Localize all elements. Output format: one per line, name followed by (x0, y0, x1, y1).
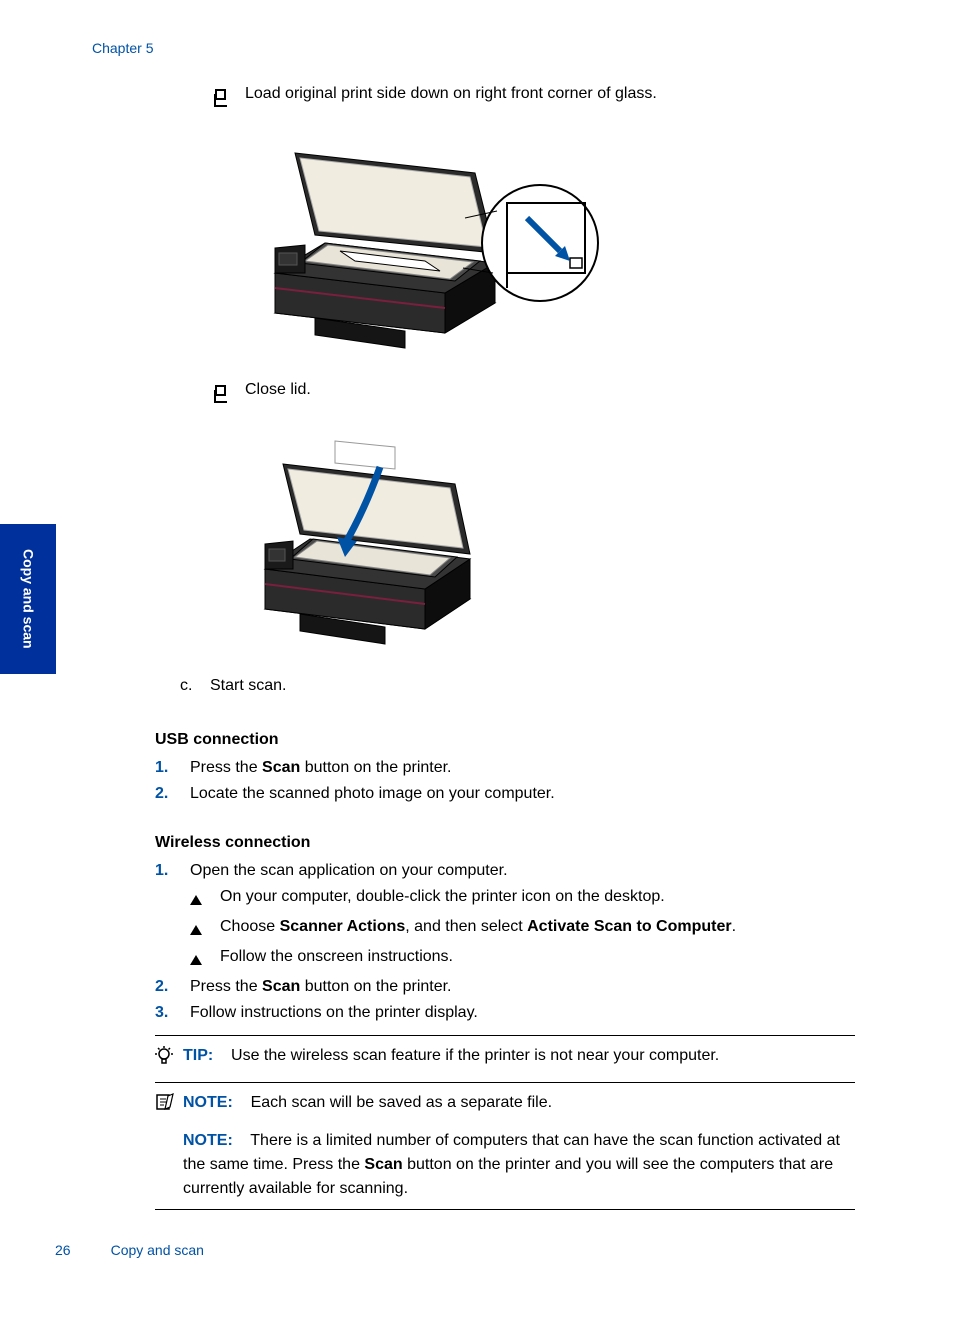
tip-text: Use the wireless scan feature if the pri… (231, 1047, 719, 1064)
page-number: 26 (55, 1240, 71, 1261)
step-text: Locate the scanned photo image on your c… (190, 782, 855, 806)
usb-step-2: 2. Locate the scanned photo image on you… (155, 782, 855, 806)
side-tab-label: Copy and scan (18, 549, 39, 649)
page-content: Load original print side down on right f… (155, 82, 855, 1210)
bullet-close-lid: Close lid. (215, 378, 855, 404)
tip-label: TIP: (183, 1047, 213, 1064)
wireless-sub-c: Follow the onscreen instructions. (190, 945, 855, 973)
page-footer: 26 Copy and scan (55, 1240, 204, 1261)
usb-connection-title: USB connection (155, 728, 855, 752)
wireless-connection-title: Wireless connection (155, 831, 855, 855)
sub-text: On your computer, double-click the print… (220, 885, 665, 909)
wireless-step-2: 2. Press the Scan button on the printer. (155, 975, 855, 999)
side-tab: Copy and scan (0, 524, 56, 674)
list-number: 3. (155, 1001, 190, 1025)
bullet-text: Load original print side down on right f… (245, 82, 657, 106)
note-body-2: NOTE: There is a limited number of compu… (183, 1129, 855, 1201)
wireless-sub-a: On your computer, double-click the print… (190, 885, 855, 913)
wireless-step-1: 1. Open the scan application on your com… (155, 859, 855, 883)
sub-text: Choose Scanner Actions, and then select … (220, 915, 736, 939)
tip-callout: TIP: Use the wireless scan feature if th… (155, 1035, 855, 1082)
note-icon (155, 1091, 183, 1119)
note-label: NOTE: (183, 1094, 233, 1111)
note-text: There is a limited number of computers t… (183, 1132, 840, 1197)
wireless-step-3: 3. Follow instructions on the printer di… (155, 1001, 855, 1025)
bullet-text: Close lid. (245, 378, 311, 402)
wireless-list: 1. Open the scan application on your com… (155, 859, 855, 1025)
bullet-load-original: Load original print side down on right f… (215, 82, 855, 108)
figure-close-lid (245, 419, 855, 649)
wireless-sub-b: Choose Scanner Actions, and then select … (190, 915, 855, 943)
list-number: 1. (155, 859, 190, 883)
figure-load-original (245, 123, 855, 353)
tip-icon (155, 1044, 183, 1074)
step-c-text: Start scan. (210, 674, 286, 698)
note-text: Each scan will be saved as a separate fi… (251, 1094, 553, 1111)
list-number: 1. (155, 756, 190, 780)
usb-step-1: 1. Press the Scan button on the printer. (155, 756, 855, 780)
step-c: c. Start scan. (180, 674, 855, 698)
note-callout: NOTE: Each scan will be saved as a separ… (155, 1082, 855, 1210)
tip-body: TIP: Use the wireless scan feature if th… (183, 1044, 855, 1068)
list-number: 2. (155, 975, 190, 999)
chapter-header: Chapter 5 (92, 38, 153, 59)
list-number: 2. (155, 782, 190, 806)
square-bullet-icon (215, 378, 245, 404)
step-c-label: c. (180, 674, 210, 698)
step-text: Press the Scan button on the printer. (190, 756, 855, 780)
note-label: NOTE: (183, 1132, 233, 1149)
step-text: Follow instructions on the printer displ… (190, 1001, 855, 1025)
footer-section-title: Copy and scan (111, 1240, 204, 1261)
callout-group: TIP: Use the wireless scan feature if th… (155, 1035, 855, 1210)
square-bullet-icon (215, 82, 245, 108)
triangle-bullet-icon (190, 945, 220, 973)
usb-list: 1. Press the Scan button on the printer.… (155, 756, 855, 806)
step-text: Press the Scan button on the printer. (190, 975, 855, 999)
step-text: Open the scan application on your comput… (190, 859, 855, 883)
triangle-bullet-icon (190, 915, 220, 943)
triangle-bullet-icon (190, 885, 220, 913)
note-body: NOTE: Each scan will be saved as a separ… (183, 1091, 855, 1115)
sub-text: Follow the onscreen instructions. (220, 945, 453, 969)
